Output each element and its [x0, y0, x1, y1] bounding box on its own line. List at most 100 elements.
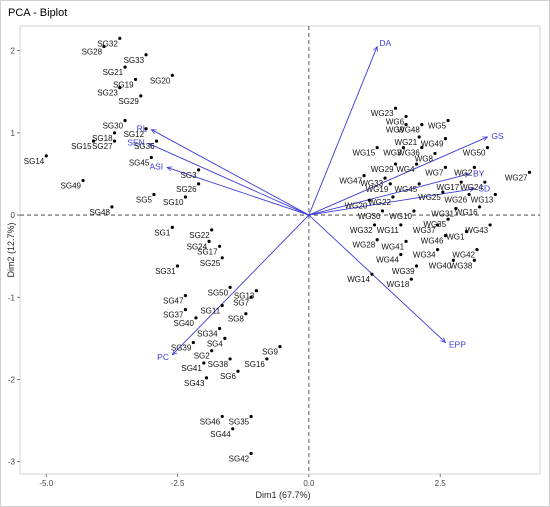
point-wg32: [372, 223, 377, 227]
point-label-wg22: WG22: [368, 198, 391, 207]
point-sg16: [265, 357, 269, 361]
point-sg26: [196, 182, 201, 186]
point-sg44: [231, 427, 235, 431]
point-label-wg38: WG38: [450, 261, 473, 270]
variable-label-sen: SEN: [127, 137, 144, 147]
point-label-wg35: WG35: [423, 220, 446, 229]
point-wg50: [485, 146, 490, 150]
point-label-sg42: SG42: [229, 454, 250, 463]
x-tick-label: 2.5: [435, 479, 447, 488]
variable-label-pc: PC: [157, 352, 169, 362]
point-wg33: [383, 176, 387, 180]
plot-panel: [19, 25, 541, 475]
point-wg10: [412, 209, 416, 213]
arrow-sd: [308, 189, 474, 216]
point-label-wg24: WG24: [460, 183, 483, 192]
point-label-wg47: WG47: [339, 177, 362, 186]
point-label-sg40: SG40: [173, 319, 194, 328]
point-wg3: [401, 146, 406, 150]
point-label-wg32: WG32: [350, 226, 373, 235]
point-wg48: [420, 123, 424, 127]
point-sg35: [249, 414, 253, 419]
point-wg4: [414, 162, 419, 166]
arrow-da: [308, 47, 377, 216]
y-tick-label: -2: [8, 375, 16, 384]
point-wg44: [399, 252, 403, 257]
point-sg43: [204, 376, 209, 380]
point-label-sg25: SG25: [200, 259, 221, 268]
point-label-sg44: SG44: [210, 430, 231, 439]
point-label-wg48: WG48: [397, 126, 420, 135]
point-sg20: [170, 73, 174, 77]
point-label-wg50: WG50: [463, 149, 486, 158]
point-wg29: [393, 162, 398, 166]
point-label-sg22: SG22: [189, 231, 210, 240]
point-wg8: [433, 151, 437, 156]
point-label-sg41: SG41: [181, 364, 202, 373]
point-label-sg35: SG35: [229, 417, 250, 426]
point-label-sg6: SG6: [220, 372, 237, 381]
point-wg1: [464, 229, 469, 234]
point-wg6: [404, 114, 408, 119]
point-sg29: [139, 94, 143, 98]
point-label-wg2: WG2: [454, 168, 473, 177]
point-label-wg5: WG5: [428, 122, 447, 131]
variable-label-gs: GS: [491, 131, 504, 141]
point-sg7: [249, 295, 253, 299]
point-label-sg8: SG8: [228, 315, 245, 324]
point-label-wg14: WG14: [347, 275, 370, 284]
arrow-gs: [308, 136, 488, 216]
point-label-wg25: WG25: [418, 193, 441, 202]
point-wg39: [414, 264, 419, 268]
point-label-sg23: SG23: [97, 89, 118, 98]
point-label-sg20: SG20: [150, 76, 171, 85]
point-label-wg7: WG7: [425, 168, 444, 177]
point-label-wg39: WG39: [392, 267, 415, 276]
point-sg41: [202, 361, 206, 365]
point-label-sg2: SG2: [194, 352, 211, 361]
x-tick-label: 0.0: [303, 479, 315, 488]
point-sg31: [175, 264, 180, 268]
point-wg22: [391, 195, 395, 199]
point-label-wg18: WG18: [387, 280, 410, 289]
point-sg36: [154, 139, 159, 143]
point-wg30: [380, 209, 385, 213]
arrow-sen: [149, 143, 310, 216]
point-label-sg34: SG34: [197, 330, 218, 339]
point-wg16: [477, 205, 482, 209]
variable-arrows: [149, 47, 488, 355]
point-label-sg37: SG37: [163, 311, 184, 320]
variable-label-da: DA: [379, 38, 391, 48]
point-sg42: [249, 451, 253, 456]
point-wg41: [404, 239, 408, 243]
point-wg38: [472, 258, 476, 262]
point-label-sg11: SG11: [200, 306, 220, 315]
reference-lines: [20, 26, 540, 474]
point-wg7: [443, 165, 448, 169]
point-label-sg30: SG30: [103, 122, 124, 131]
x-tick-label: -5.0: [39, 479, 53, 488]
point-sg33: [144, 53, 148, 57]
chart-title: PCA - Biplot: [8, 7, 67, 19]
point-sg5: [152, 192, 156, 197]
point-sg50: [228, 285, 232, 290]
arrow-epp: [308, 214, 446, 342]
point-label-sg13: SG13: [234, 292, 255, 301]
point-label-sg46: SG46: [200, 417, 221, 426]
point-wg13: [493, 192, 497, 197]
point-label-sg4: SG4: [207, 339, 224, 348]
point-sg32: [118, 36, 122, 40]
point-sg15: [91, 139, 96, 143]
point-label-sg47: SG47: [163, 297, 184, 306]
point-sg49: [81, 178, 85, 183]
point-label-wg42: WG42: [452, 251, 475, 260]
point-sg17: [217, 244, 222, 248]
point-wg17: [459, 180, 463, 184]
point-label-sg33: SG33: [124, 56, 145, 65]
variable-label-rl: RL: [137, 123, 148, 133]
point-label-wg41: WG41: [381, 242, 404, 251]
point-label-wg36: WG36: [397, 149, 420, 158]
point-wg26: [467, 192, 471, 197]
point-label-wg15: WG15: [352, 149, 375, 158]
point-label-sg31: SG31: [155, 267, 176, 276]
